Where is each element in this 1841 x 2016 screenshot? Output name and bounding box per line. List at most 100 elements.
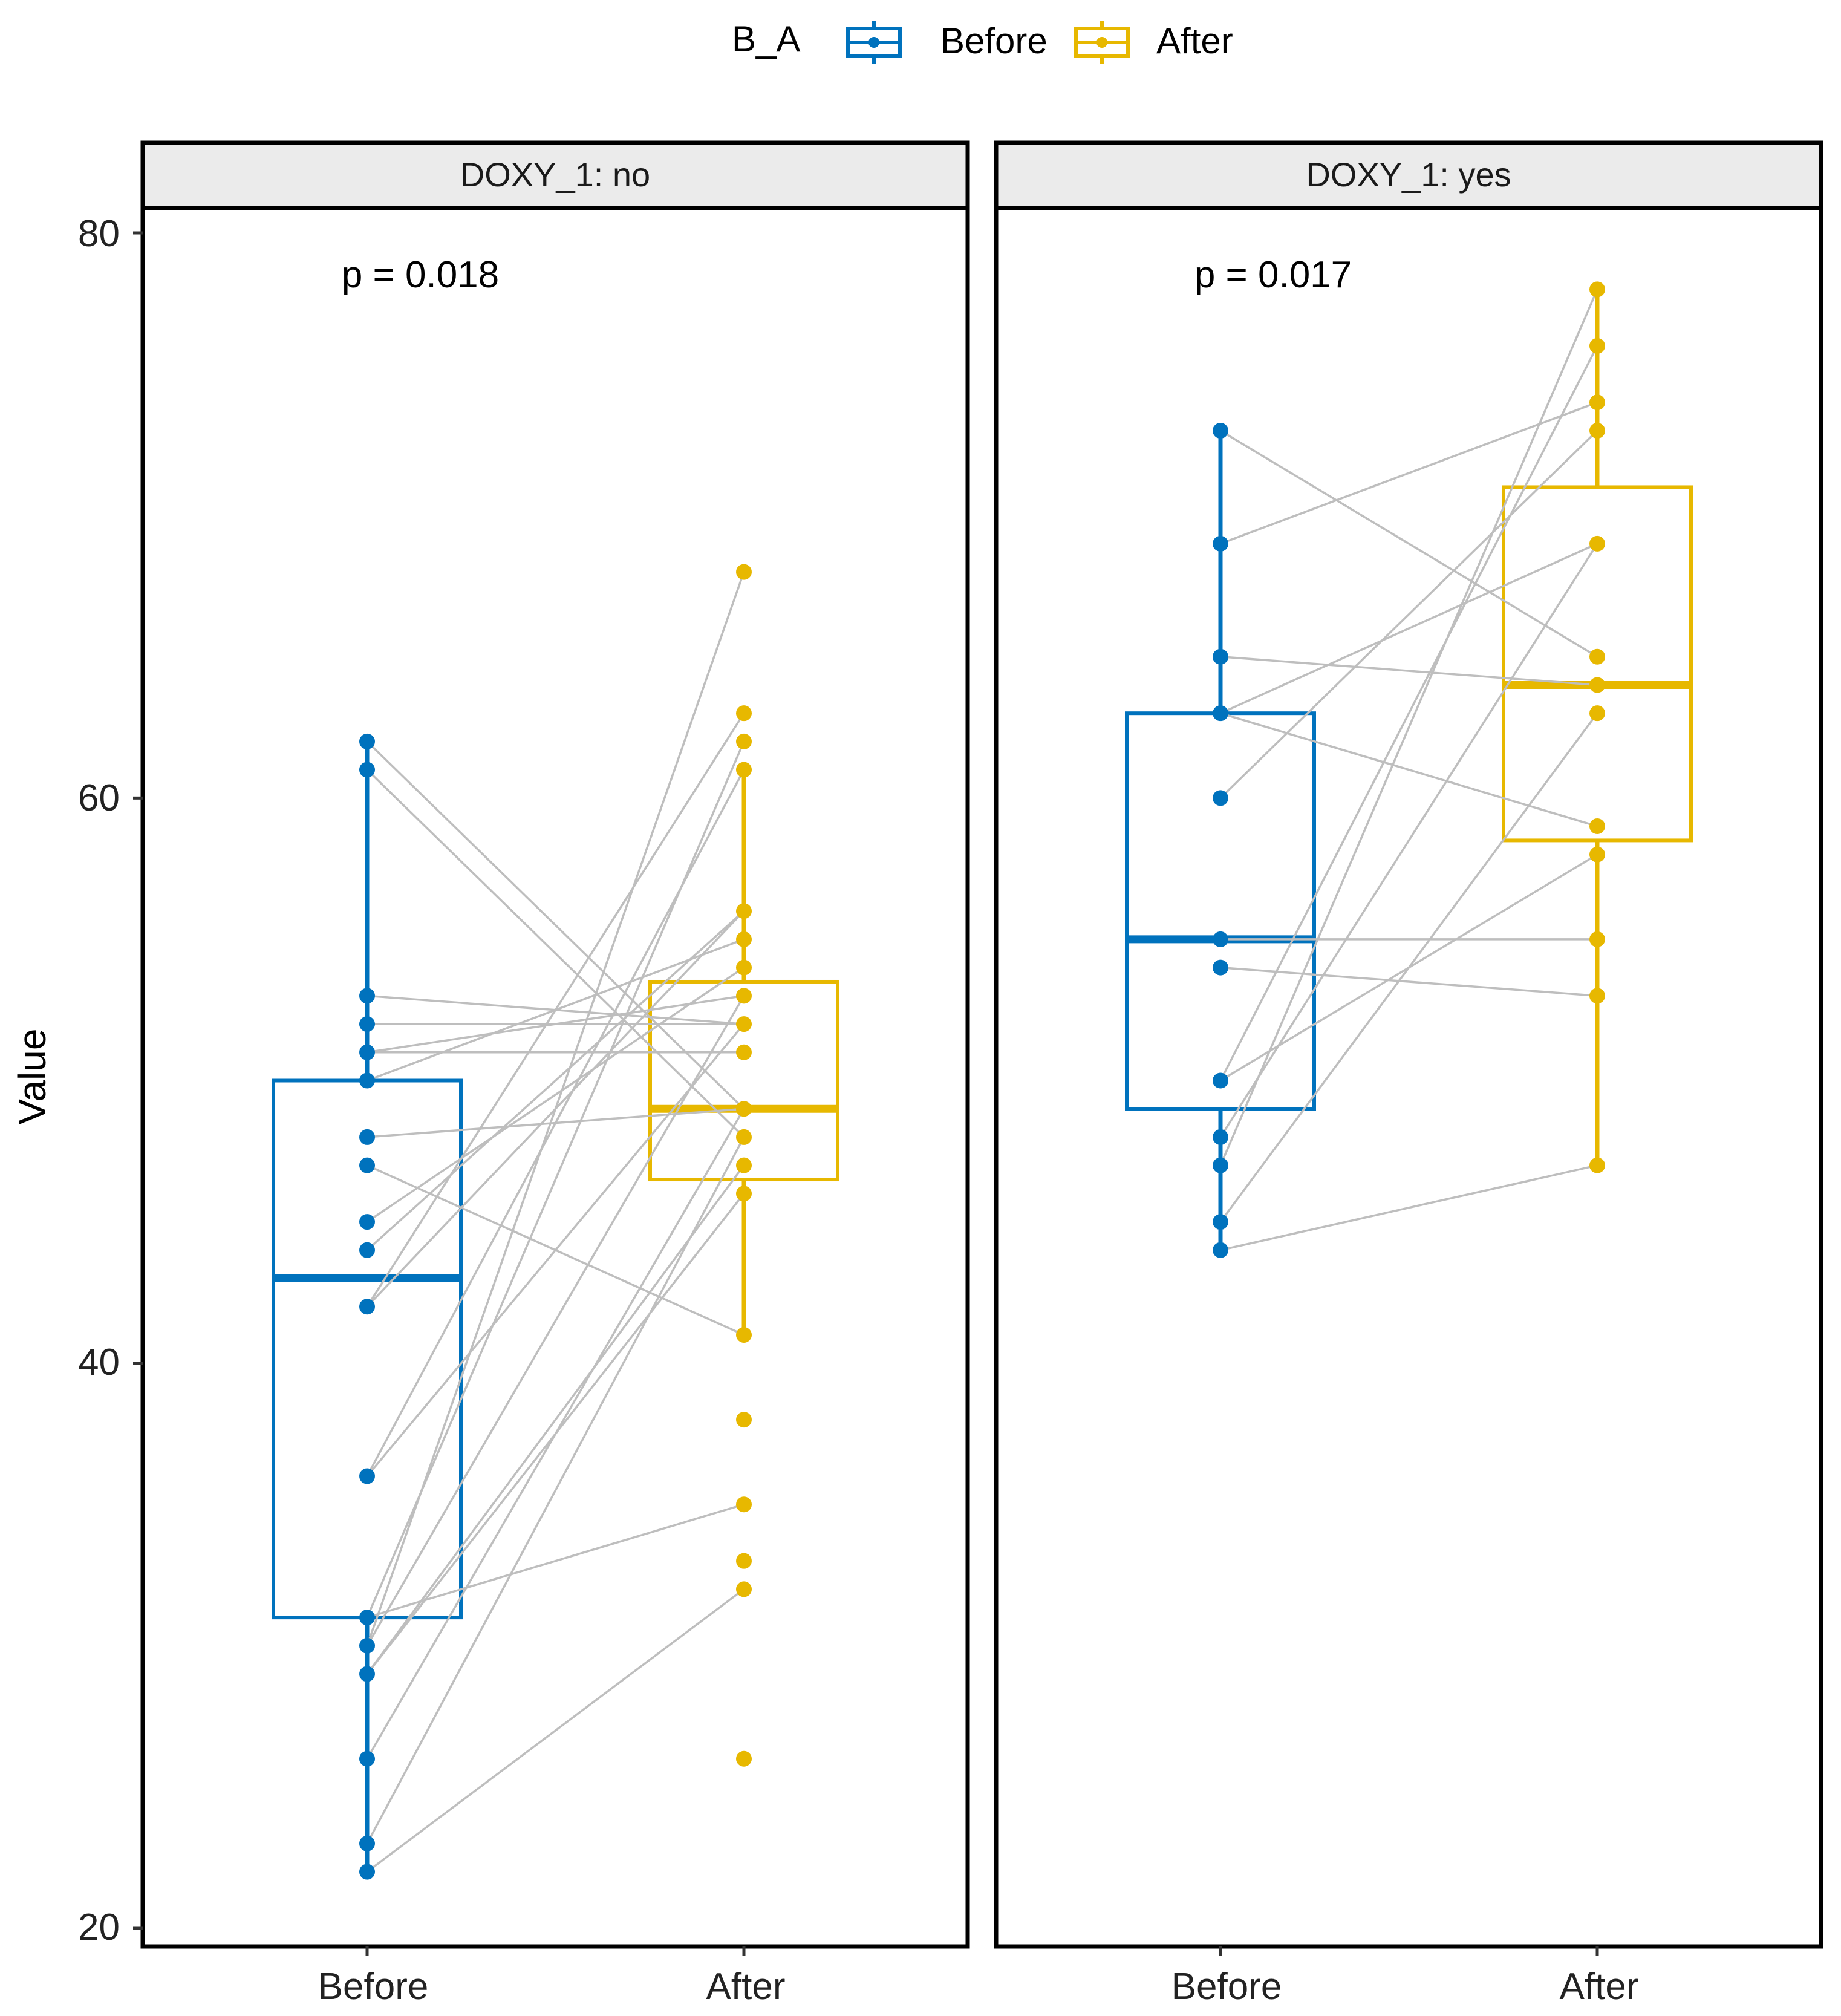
point-before bbox=[359, 1072, 375, 1089]
panel-doxy-yes: DOXY_1: yes p = 0.017 Before After bbox=[994, 140, 1823, 2008]
point-after bbox=[736, 1412, 752, 1428]
point-after bbox=[1589, 818, 1605, 835]
strip-label: DOXY_1: yes bbox=[1306, 155, 1511, 194]
point-before bbox=[1213, 1214, 1228, 1230]
point-after bbox=[1589, 394, 1605, 411]
pair-line bbox=[1220, 712, 1598, 827]
legend-title: B_A bbox=[732, 19, 800, 59]
pair-line bbox=[366, 1588, 745, 1873]
point-after bbox=[736, 564, 752, 580]
box-after bbox=[648, 979, 839, 1182]
point-after bbox=[1589, 423, 1605, 439]
point-after bbox=[736, 762, 752, 778]
point-after bbox=[736, 1101, 752, 1117]
pair-line bbox=[1219, 713, 1598, 1223]
point-before bbox=[1213, 1242, 1228, 1258]
pair-line bbox=[1220, 543, 1598, 714]
pair-line bbox=[1220, 966, 1598, 997]
point-before bbox=[1213, 959, 1228, 976]
pair-line bbox=[1220, 656, 1598, 687]
legend-label-before: Before bbox=[940, 21, 1048, 61]
legend: B_A Before After bbox=[732, 19, 1233, 64]
point-before bbox=[359, 1044, 375, 1060]
pair-line bbox=[1219, 543, 1598, 1138]
point-before bbox=[359, 733, 375, 749]
x-tick-label: After bbox=[1560, 1966, 1639, 2008]
panel-doxy-no: DOXY_1: no p = 0.018 Before After bbox=[140, 140, 970, 2008]
pair-line bbox=[367, 1503, 745, 1619]
point-after bbox=[736, 903, 752, 919]
pair-line bbox=[367, 994, 745, 1054]
point-before bbox=[359, 762, 375, 778]
point-after bbox=[1589, 677, 1605, 693]
point-before bbox=[359, 1610, 375, 1626]
y-tick-label: 20 bbox=[78, 1907, 120, 1948]
pair-line bbox=[366, 1164, 745, 1675]
pair-line bbox=[366, 995, 745, 1646]
legend-label-after: After bbox=[1156, 21, 1233, 61]
point-after bbox=[736, 1044, 752, 1060]
point-before bbox=[359, 1835, 375, 1851]
point-before bbox=[359, 1299, 375, 1315]
point-before bbox=[1213, 423, 1228, 439]
point-after bbox=[736, 1157, 752, 1173]
point-before bbox=[1213, 790, 1228, 806]
point-before bbox=[359, 1468, 375, 1484]
point-before bbox=[359, 1214, 375, 1230]
y-tick-label: 60 bbox=[78, 777, 120, 819]
x-tick-label: After bbox=[706, 1966, 786, 2008]
x-tick-label: Before bbox=[318, 1966, 429, 2008]
point-after bbox=[1589, 1157, 1605, 1173]
point-before bbox=[359, 1129, 375, 1145]
plot-area bbox=[272, 564, 839, 1880]
point-after bbox=[736, 1581, 752, 1597]
pair-line bbox=[1220, 401, 1598, 545]
legend-key-after bbox=[1074, 21, 1130, 64]
point-before bbox=[359, 988, 375, 1004]
point-after bbox=[736, 1496, 752, 1513]
point-after bbox=[1589, 648, 1605, 665]
y-tick-label: 40 bbox=[78, 1342, 120, 1383]
strip-background bbox=[140, 140, 970, 210]
point-after bbox=[736, 705, 752, 722]
legend-key-before bbox=[846, 21, 902, 64]
pair-line bbox=[366, 572, 745, 1646]
point-after bbox=[1589, 338, 1605, 354]
point-after bbox=[736, 733, 752, 749]
pair-line bbox=[1219, 345, 1598, 1081]
pair-line bbox=[366, 769, 745, 1477]
point-after bbox=[1589, 705, 1605, 722]
point-before bbox=[1213, 648, 1228, 665]
point-after bbox=[736, 959, 752, 976]
point-after bbox=[1589, 931, 1605, 947]
panel-border bbox=[140, 206, 970, 1949]
y-axis-title: Value bbox=[10, 1029, 54, 1125]
pair-line bbox=[366, 713, 745, 1308]
strip-label: DOXY_1: no bbox=[460, 155, 650, 194]
point-before bbox=[1213, 1129, 1228, 1145]
point-after bbox=[1589, 846, 1605, 863]
point-before bbox=[359, 1016, 375, 1032]
point-after bbox=[1589, 281, 1605, 298]
x-tick-label: Before bbox=[1171, 1966, 1282, 2008]
pair-line bbox=[1219, 429, 1598, 799]
p-value-label: p = 0.018 bbox=[342, 254, 499, 296]
pair-line bbox=[366, 741, 745, 1618]
point-before bbox=[359, 1637, 375, 1654]
pair-line bbox=[366, 1108, 745, 1760]
y-axis: 20 40 60 80 bbox=[78, 213, 120, 1948]
point-before bbox=[359, 1157, 375, 1173]
point-before bbox=[359, 1750, 375, 1767]
point-after bbox=[736, 1016, 752, 1032]
p-value-label: p = 0.017 bbox=[1194, 254, 1352, 296]
box-after bbox=[1502, 485, 1693, 843]
point-after bbox=[1589, 988, 1605, 1004]
pair-line bbox=[366, 769, 745, 1138]
point-before bbox=[1213, 705, 1228, 722]
point-after bbox=[736, 1750, 752, 1767]
point-before bbox=[359, 1666, 375, 1682]
point-after bbox=[736, 1186, 752, 1202]
point-after bbox=[736, 1326, 752, 1343]
point-before bbox=[359, 1242, 375, 1258]
